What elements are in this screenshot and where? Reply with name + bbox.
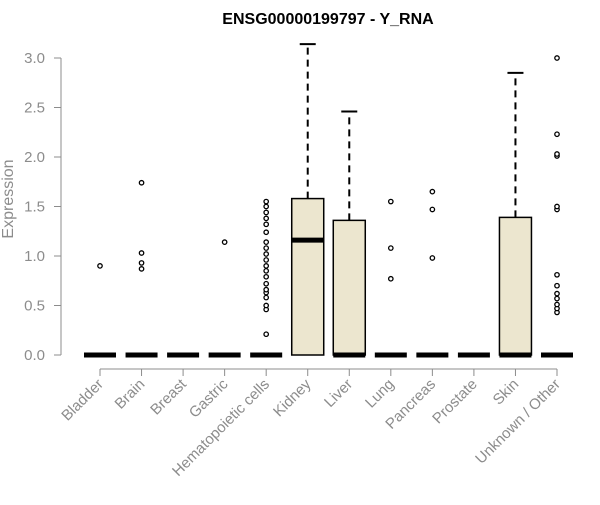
outlier-point [221,239,228,245]
box-group [374,198,407,358]
outlier-point [554,271,560,278]
outlier-point [263,273,270,280]
box-group [498,71,533,358]
outlier-point [263,267,270,274]
box-rect [498,216,533,356]
x-tick-label: Prostate [429,376,481,428]
y-tick-label: 2.0 [24,149,45,166]
outlier-point [429,188,436,195]
box-group [84,263,116,358]
outlier-point [97,263,103,269]
box-group [250,198,283,358]
box-group [541,55,573,358]
x-tick-label: Brain [112,376,149,413]
y-axis: 0.0 0.5 1.0 1.5 2.0 2.5 3.0 [24,50,62,364]
outlier-point [263,203,270,210]
outlier-point [138,250,145,256]
outlier-point [554,295,560,302]
outlier-point [429,255,436,261]
box-group [416,188,449,358]
outlier-point [263,229,270,236]
outlier-point [263,257,270,263]
x-tick-label: Liver [321,376,356,411]
box-group [208,239,241,358]
x-tick-label: Bladder [58,376,107,425]
y-tick-label: 3.0 [24,50,45,67]
outlier-point [138,179,145,186]
x-tick-label: Breast [147,375,190,418]
outlier-point [554,151,560,157]
outlier-point [387,245,394,251]
outlier-point [554,301,560,308]
x-tick-label: Skin [490,376,523,409]
box-group [332,110,367,358]
x-tick-label: Lung [362,376,398,412]
outlier-point [263,251,270,257]
outlier-point [263,215,270,222]
outlier-point [387,198,394,205]
outlier-point [387,275,394,282]
outlier-point [263,198,270,205]
x-tick-label: Kidney [270,375,315,420]
outlier-point [263,331,270,338]
box-rect [332,219,367,356]
outlier-point [138,260,145,266]
outlier-point [554,282,560,289]
outlier-point [263,221,270,228]
outlier-point [429,206,436,213]
outlier-point [138,266,145,272]
box-group [290,43,325,356]
outlier-point [263,294,270,301]
outlier-point [263,286,270,293]
y-tick-label: 2.5 [24,100,45,117]
outlier-point [263,280,270,287]
y-tick-label: 1.0 [24,248,45,265]
outlier-point [554,290,560,297]
y-tick-label: 0.5 [24,298,45,315]
outlier-point [263,239,270,245]
box-rect [290,197,325,356]
y-axis-label: Expression [0,159,17,238]
boxes [84,43,573,358]
outlier-point [263,263,270,269]
outlier-point [263,302,270,309]
outlier-point [554,203,560,210]
chart-title: ENSG00000199797 - Y_RNA [222,11,434,28]
box-group [125,179,158,358]
outlier-point [554,131,560,138]
outlier-point [263,245,270,251]
y-tick-label: 1.5 [24,199,45,216]
y-tick-label: 0.0 [24,347,45,364]
outlier-point [263,209,270,216]
outlier-point [554,55,560,61]
